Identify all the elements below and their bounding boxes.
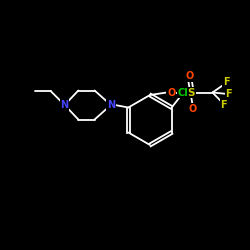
Text: F: F [220, 100, 227, 110]
Text: F: F [226, 89, 232, 99]
Text: O: O [167, 88, 175, 98]
Text: N: N [107, 100, 115, 110]
Text: O: O [186, 71, 194, 81]
Text: N: N [60, 100, 69, 110]
Text: Cl: Cl [178, 88, 188, 98]
Text: O: O [188, 104, 196, 114]
Text: S: S [188, 88, 195, 98]
Text: F: F [223, 77, 230, 87]
